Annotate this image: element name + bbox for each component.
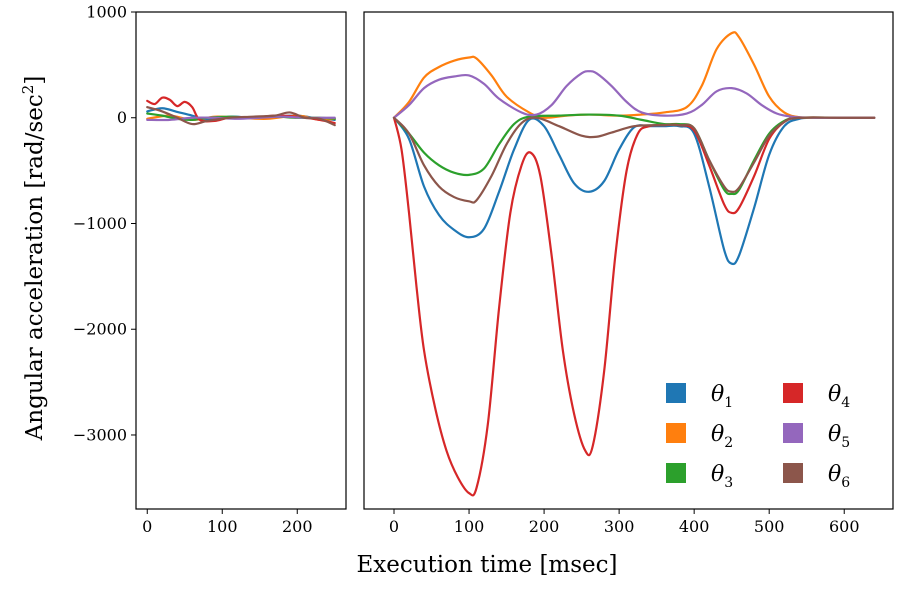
- y-axis-title-superscript: 2: [19, 85, 37, 95]
- left-x-axis: 0 100 200: [142, 509, 313, 536]
- legend: θ1 θ2 θ3 θ4 θ5 θ6: [666, 382, 850, 491]
- legend-swatch-theta3: [666, 463, 686, 483]
- left-y-axis: 1000 0 −1000 −2000 −3000: [73, 3, 136, 444]
- series-line-theta1: [392, 116, 876, 266]
- left-plot-frame: [135, 11, 347, 510]
- series-line-theta6: [146, 106, 336, 127]
- right-x-axis: 0 100 200 300 400 500 600: [389, 509, 860, 536]
- right-panel: 0 100 200 300 400 500 600 θ1 θ2 θ3 θ4 θ5 θ6: [363, 11, 894, 536]
- series-line-theta3: [392, 113, 876, 196]
- x-tick-label: 100: [454, 517, 485, 536]
- x-tick-label: 400: [679, 517, 710, 536]
- legend-label-theta2: θ2: [711, 422, 733, 451]
- legend-label-theta3: θ3: [711, 462, 733, 491]
- right-series-lines: [392, 31, 876, 497]
- legend-label-theta6: θ6: [828, 462, 850, 491]
- legend-swatch-theta6: [783, 463, 803, 483]
- left-panel: 1000 0 −1000 −2000 −3000 0 100 200: [73, 3, 347, 536]
- legend-swatch-theta5: [783, 423, 803, 443]
- right-plot-frame: [363, 11, 894, 510]
- legend-swatch-theta1: [666, 383, 686, 403]
- x-tick-label: 0: [142, 517, 152, 536]
- legend-swatch-theta2: [666, 423, 686, 443]
- y-tick-label: −2000: [73, 320, 127, 339]
- y-axis-title: Angular acceleration [rad/sec2]: [19, 76, 48, 442]
- y-tick-label: −1000: [73, 214, 127, 233]
- left-series-lines: [146, 96, 336, 127]
- series-line-theta4: [392, 116, 876, 497]
- x-tick-label: 200: [282, 517, 313, 536]
- series-line-theta5: [146, 115, 336, 122]
- x-tick-label: 200: [529, 517, 560, 536]
- series-line-theta5: [392, 70, 876, 119]
- legend-label-theta5: θ5: [828, 422, 850, 451]
- series-line-theta2: [392, 31, 876, 119]
- legend-swatch-theta4: [783, 383, 803, 403]
- y-tick-label: −3000: [73, 425, 127, 444]
- x-axis-title: Execution time [msec]: [356, 552, 617, 578]
- x-tick-label: 100: [207, 517, 238, 536]
- x-tick-label: 300: [604, 517, 635, 536]
- legend-label-theta1: θ1: [711, 382, 733, 411]
- series-line-theta6: [392, 116, 876, 204]
- y-tick-label: 1000: [86, 3, 127, 22]
- y-tick-label: 0: [117, 108, 127, 127]
- x-tick-label: 0: [389, 517, 399, 536]
- x-tick-label: 500: [754, 517, 785, 536]
- legend-label-theta4: θ4: [828, 382, 850, 411]
- x-tick-label: 600: [829, 517, 860, 536]
